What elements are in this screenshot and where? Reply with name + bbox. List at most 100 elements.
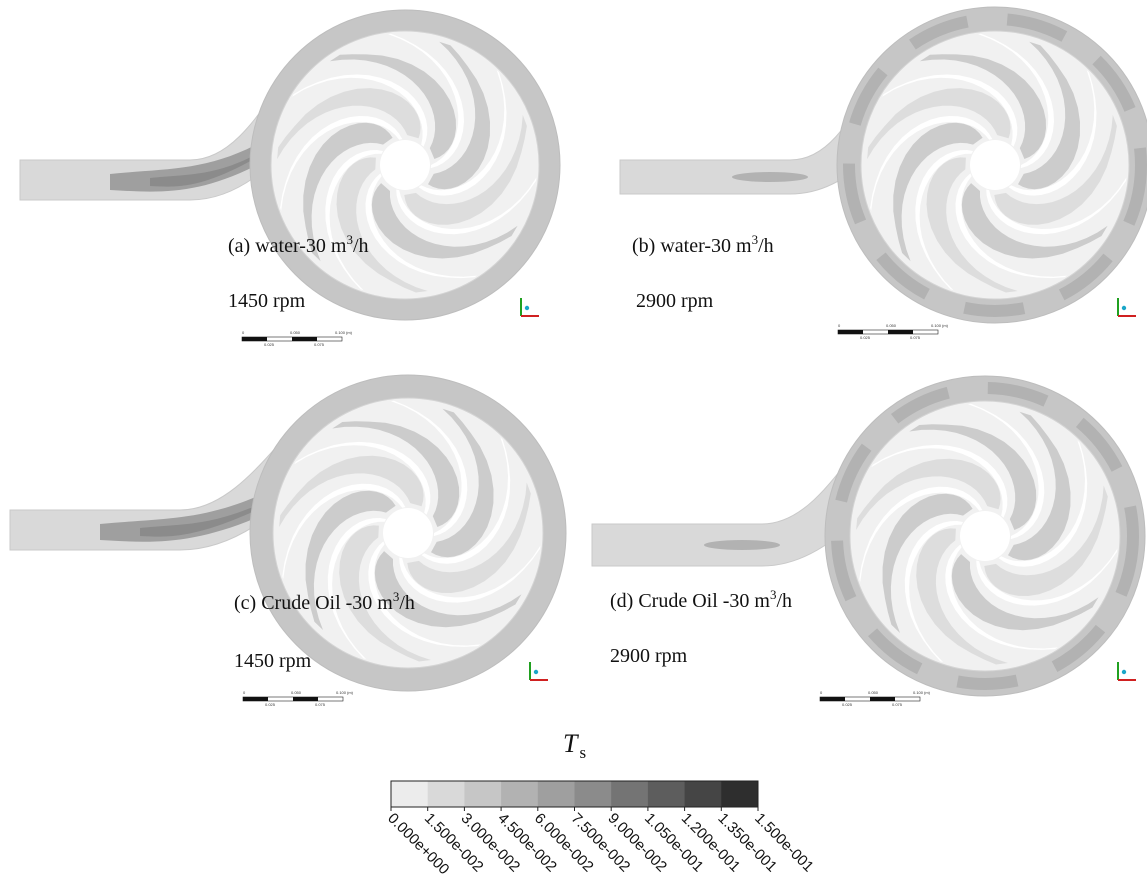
scale-bar-label: 0.050 (291, 690, 302, 695)
panel-speed: 1450 rpm (234, 650, 312, 672)
impeller-blade (955, 173, 1068, 279)
axis-triad-icon (520, 298, 539, 317)
scale-bar-label: 0.100 (931, 323, 942, 328)
scale-bar-label: 0.075 (314, 342, 325, 347)
impeller-eye (380, 140, 430, 190)
flow-zone (303, 122, 393, 262)
flow-zone (404, 114, 527, 225)
flow-zone (339, 525, 431, 662)
scale-bar-label: (m) (347, 690, 354, 695)
scale-bar-label: 0.075 (910, 335, 921, 340)
panel-title: (a) water-30 m3/h (228, 232, 369, 257)
scale-bar-label: 0 (243, 690, 246, 695)
flow-zone (926, 157, 1018, 293)
volute-shear-band (831, 382, 1139, 690)
scale-bar-label: 0.100 (336, 690, 347, 695)
colorbar-swatch (464, 781, 502, 807)
scale-bar: 0 0.050 0.100 (m) 0.025 0.075 (837, 323, 949, 340)
outlet-shear-zone (704, 540, 780, 550)
panel-title-unit: /h (776, 590, 792, 612)
panel-title-unit: /h (758, 235, 774, 257)
impeller-eye (960, 511, 1010, 561)
scale-bar-label: 0.025 (265, 702, 276, 707)
scale-bar-label: 0.100 (913, 690, 924, 695)
impeller-eye (383, 508, 433, 558)
axis-triad-icon (1117, 662, 1136, 681)
outlet-shear-zone (732, 172, 808, 182)
panel-title-exponent: 3 (346, 232, 353, 247)
pump-panel-c: (c) Crude Oil -30 m3/h 1450 rpm 0 0.050 0.10… (9, 374, 567, 707)
outlet-shear-core (140, 456, 351, 537)
panel-speed: 1450 rpm (228, 290, 306, 312)
panel-title-exponent: 3 (770, 587, 777, 602)
scale-bar-label: 0.050 (290, 330, 301, 335)
flow-zone (867, 88, 1011, 160)
flow-zone (909, 424, 1037, 530)
flow-zone (951, 554, 1099, 631)
impeller-blade (365, 173, 478, 279)
colorbar-swatch (391, 781, 429, 807)
volute-shear-band (843, 13, 1147, 317)
flow-zone (371, 183, 518, 259)
scale-bar-label: 0.025 (264, 342, 275, 347)
scale-bar-label: 0.075 (892, 702, 903, 707)
flow-zone (407, 482, 531, 593)
flow-zone (329, 54, 456, 160)
flow-zone (882, 493, 973, 633)
flow-zone (332, 421, 460, 527)
colorbar-swatch (574, 781, 612, 807)
panel-title: (c) Crude Oil -30 m3/h (234, 589, 415, 614)
panel-speed: 2900 rpm (636, 290, 714, 312)
colorbar-swatch (501, 781, 539, 807)
flow-zone (305, 490, 396, 630)
flow-zone (994, 114, 1117, 225)
panel-title: (d) Crude Oil -30 m3/h (610, 587, 792, 612)
flow-zone (916, 528, 1008, 665)
scale-bar-label: 0 (242, 330, 245, 335)
impeller-blade (282, 483, 406, 580)
scale-bar: 0 0.050 0.100 (m) 0.025 0.075 (242, 690, 354, 707)
scale-bar-label: 0.100 (335, 330, 346, 335)
impeller-blade (870, 116, 993, 211)
flow-zone (428, 41, 490, 190)
scale-bar: 0 0.050 0.100 (m) 0.025 0.075 (241, 330, 353, 347)
flow-zone (893, 122, 983, 262)
scale-bar-label: (m) (924, 690, 931, 695)
colorbar-swatch (647, 781, 686, 807)
flow-zone (374, 551, 522, 628)
panel-title-exponent: 3 (752, 232, 759, 247)
panel-title-exponent: 3 (393, 589, 400, 604)
scale-bar-label: 0 (820, 690, 823, 695)
scale-bar-label: (m) (942, 323, 949, 328)
colorbar-swatch (611, 781, 649, 807)
flow-zone (919, 54, 1046, 160)
colorbar-swatch (721, 781, 759, 807)
flow-zone (336, 157, 428, 293)
flow-zone (961, 183, 1108, 259)
panel-title-unit: /h (399, 592, 415, 614)
flow-zone (279, 455, 424, 527)
scale-bar-label: 0.050 (868, 690, 879, 695)
panel-speed: 2900 rpm (610, 645, 688, 667)
flow-zone (856, 458, 1001, 530)
axis-triad-icon (1117, 298, 1136, 317)
flow-zone (1018, 41, 1080, 190)
flow-zone (277, 88, 421, 160)
panel-title-unit: /h (353, 235, 369, 257)
scale-bar-label: (m) (346, 330, 353, 335)
impeller-blade (859, 486, 983, 583)
flow-zone (984, 485, 1108, 596)
colorbar-swatch (427, 781, 465, 807)
impeller-blade (280, 116, 403, 211)
impeller-blade (368, 541, 481, 647)
flow-zone (431, 408, 494, 558)
pump-panel-d: (d) Crude Oil -30 m3/h 2900 rpm 0 0.050 0.10… (591, 375, 1146, 707)
colorbar-swatch (684, 781, 722, 807)
scale-bar-label: 0.025 (860, 335, 871, 340)
flow-zone (1008, 411, 1071, 561)
